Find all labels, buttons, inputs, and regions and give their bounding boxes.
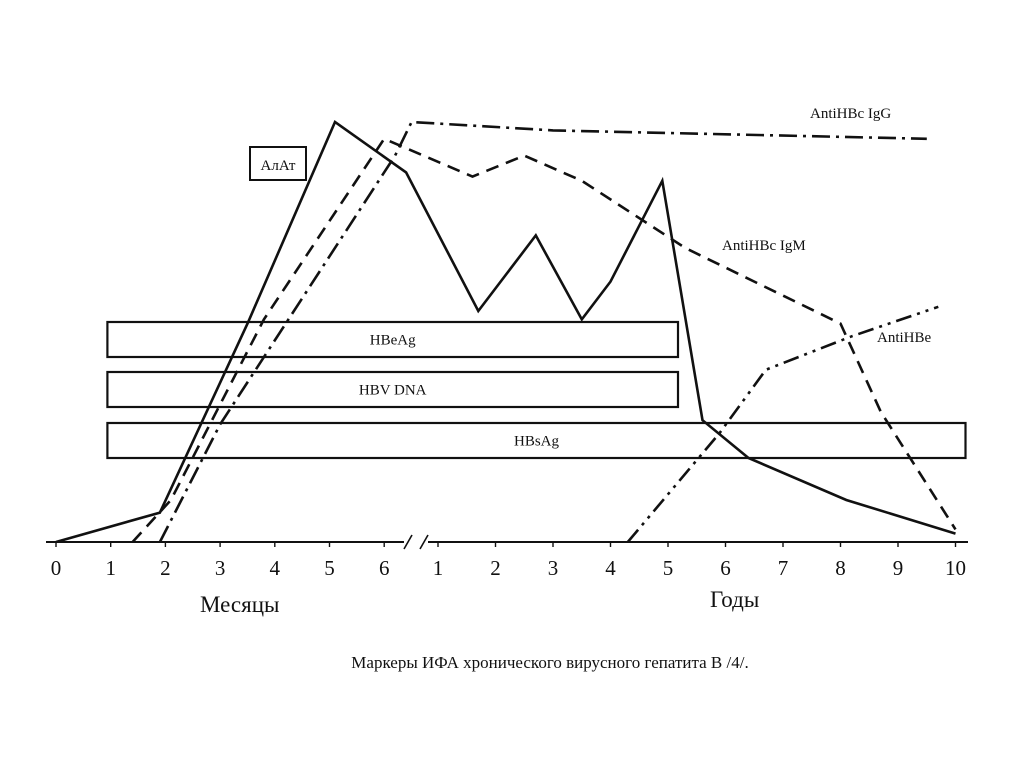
x-axis-title-years: Годы	[710, 587, 759, 612]
x-tick-label-month: 1	[105, 556, 116, 580]
axis-break-mark	[419, 534, 429, 550]
x-tick-label-year: 10	[945, 556, 966, 580]
bar-hbeag	[106, 320, 680, 359]
bar-hbsag	[106, 421, 967, 460]
x-axis-title-months: Месяцы	[200, 592, 279, 617]
x-tick-labels: 0 1 2 3 4 5 6 1 2 3 4 5 6 7 8 9 10	[51, 556, 966, 580]
x-tick-label-month: 3	[215, 556, 226, 580]
x-tick-label-year: 4	[605, 556, 616, 580]
bar-label: HBsAg	[514, 434, 560, 450]
x-tick-label-year: 5	[663, 556, 674, 580]
series-labels: AntiHBc IgG AntiHBc IgM AntiHBe	[722, 106, 932, 346]
bar-label: HBV DNA	[359, 383, 427, 399]
series-label: AntiHBc IgG	[810, 106, 891, 122]
x-tick-label-month: 6	[379, 556, 390, 580]
x-tick-label-month: 0	[51, 556, 62, 580]
marker-bars: HBeAg HBV DNA HBsAg	[106, 320, 967, 460]
x-tick-label-month: 2	[160, 556, 171, 580]
axis-break-mark	[403, 534, 413, 550]
x-tick-label-year: 8	[835, 556, 846, 580]
series-lines	[55, 120, 957, 544]
x-tick-label-year: 6	[720, 556, 731, 580]
x-tick-label-year: 9	[893, 556, 904, 580]
series-line-antihbc-igg	[158, 120, 927, 543]
series-line-antihbe	[626, 305, 939, 543]
x-axis	[46, 534, 968, 550]
x-tick-label-year: 7	[778, 556, 789, 580]
x-tick-label-month: 4	[270, 556, 281, 580]
alat-box	[249, 146, 307, 181]
alat-label: АлАт	[261, 158, 296, 174]
x-tick-label-year: 2	[490, 556, 501, 580]
x-tick-label-year: 1	[433, 556, 444, 580]
chart-caption: Маркеры ИФА хронического вирусного гепат…	[351, 653, 748, 672]
series-line-antihbc-igm	[131, 137, 957, 543]
alat-label-box: АлАт	[249, 146, 307, 181]
series-line-алат	[55, 120, 956, 544]
series-label: AntiHBc IgM	[722, 238, 806, 254]
x-tick-label-year: 3	[548, 556, 559, 580]
x-tick-label-month: 5	[324, 556, 335, 580]
series-label: AntiHBe	[877, 330, 932, 346]
bar-hbv-dna	[106, 370, 680, 409]
bar-label: HBeAg	[370, 333, 416, 349]
